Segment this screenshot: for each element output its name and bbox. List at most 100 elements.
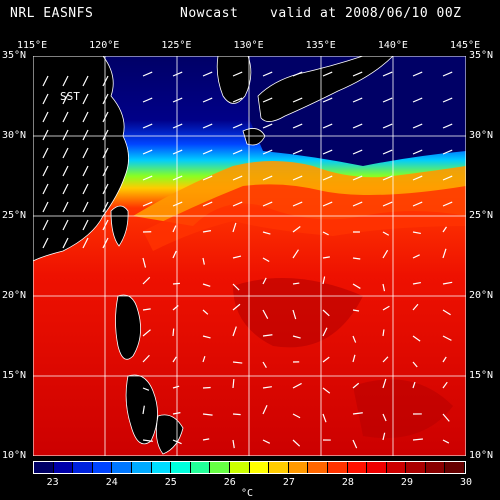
lat-lon-grid [33, 56, 466, 456]
velocity-arrow [82, 183, 89, 195]
velocity-arrow [172, 250, 177, 259]
velocity-arrow [62, 201, 69, 213]
velocity-arrow [202, 97, 213, 103]
velocity-arrow [102, 75, 109, 87]
latitude-label-right: 25°N [469, 210, 494, 221]
velocity-arrow [172, 412, 181, 415]
velocity-arrow [232, 361, 243, 364]
velocity-arrow [352, 175, 363, 181]
velocity-arrow [232, 283, 240, 291]
velocity-arrow [322, 309, 330, 317]
latitude-label-right: 15°N [469, 370, 494, 381]
longitude-label: 115°E [17, 40, 48, 51]
velocity-arrow [412, 438, 423, 441]
title-product: Nowcast [180, 6, 239, 21]
colorbar-swatch [171, 462, 191, 473]
longitude-label: 125°E [161, 40, 192, 51]
velocity-arrow [172, 201, 183, 207]
colorbar-swatch [92, 462, 113, 473]
velocity-arrow [42, 165, 49, 177]
colorbar-tick: 24 [105, 477, 118, 488]
latitude-label-left: 35°N [2, 50, 27, 61]
colorbar-tick: 23 [46, 477, 59, 488]
colorbar-tick: 27 [282, 477, 295, 488]
velocity-arrow [412, 231, 421, 235]
velocity-arrow [202, 356, 206, 363]
colorbar-tick: 30 [459, 477, 473, 488]
velocity-arrow [352, 439, 358, 449]
velocity-arrow [382, 97, 393, 103]
velocity-arrow [262, 277, 267, 285]
colorbar-swatch [367, 462, 387, 473]
latitude-label-right: 30°N [469, 130, 494, 141]
velocity-arrow [262, 386, 272, 389]
velocity-arrow [82, 147, 89, 159]
velocity-arrow [352, 123, 363, 129]
latitude-label-right: 10°N [469, 450, 494, 461]
velocity-arrow [102, 93, 109, 105]
velocity-arrow [382, 123, 393, 129]
velocity-arrow [382, 201, 393, 207]
velocity-arrow [322, 387, 331, 394]
velocity-arrow [352, 71, 363, 77]
velocity-arrow [202, 335, 211, 339]
velocity-arrow [172, 305, 179, 311]
velocity-arrow [172, 175, 183, 181]
velocity-arrow [202, 283, 211, 287]
velocity-arrow [62, 147, 69, 159]
velocity-arrow [292, 309, 297, 320]
colorbar-tick: 29 [400, 477, 413, 488]
colorbar-swatch [112, 462, 132, 473]
velocity-arrow [412, 201, 423, 207]
colorbar-swatch [34, 462, 54, 473]
velocity-arrow [142, 149, 153, 155]
velocity-arrow [62, 93, 69, 105]
velocity-arrow [202, 309, 209, 315]
velocity-arrow [322, 175, 333, 181]
velocity-arrow [352, 201, 363, 207]
velocity-arrow [292, 439, 301, 447]
colorbar-swatch [73, 462, 93, 473]
velocity-arrow [42, 183, 49, 195]
velocity-arrow [292, 201, 303, 207]
velocity-arrow [412, 381, 416, 389]
velocity-arrow [382, 378, 387, 389]
colorbar-swatch [347, 462, 368, 473]
velocity-arrow [262, 334, 273, 337]
velocity-arrow [62, 183, 69, 195]
velocity-arrow [292, 123, 303, 129]
velocity-arrow [232, 378, 235, 389]
latitude-label-left: 10°N [2, 450, 27, 461]
velocity-arrow [292, 226, 301, 233]
velocity-arrow [262, 231, 271, 235]
velocity-arrow [202, 438, 210, 441]
velocity-arrow [172, 439, 182, 445]
velocity-arrow [142, 387, 150, 391]
velocity-arrow [262, 123, 273, 129]
colorbar-tick: 26 [223, 477, 236, 488]
velocity-arrow [382, 305, 390, 311]
latitude-label-left: 30°N [2, 130, 27, 141]
velocity-arrow [172, 328, 175, 337]
unit-label: °C [241, 488, 254, 499]
velocity-arrow [322, 231, 329, 236]
colorbar-swatch [131, 462, 152, 473]
velocity-arrow [262, 405, 268, 415]
colorbar-swatch [288, 462, 309, 473]
velocity-arrow [382, 356, 389, 363]
velocity-arrow [232, 255, 242, 259]
velocity-arrow [102, 201, 109, 213]
colorbar-swatch [151, 462, 172, 473]
velocity-arrow [82, 129, 89, 141]
velocity-arrow [172, 282, 180, 285]
velocity-arrow [142, 276, 151, 285]
title-valid-time: valid at 2008/06/10 00Z [270, 6, 462, 21]
velocity-arrow [262, 309, 269, 319]
latitude-label-right: 35°N [469, 50, 494, 61]
velocity-arrow [442, 335, 452, 341]
velocity-arrow [82, 219, 89, 231]
velocity-arrow [262, 439, 271, 444]
velocity-arrow [262, 149, 273, 155]
velocity-arrow [382, 149, 393, 155]
velocity-arrow [142, 329, 151, 337]
